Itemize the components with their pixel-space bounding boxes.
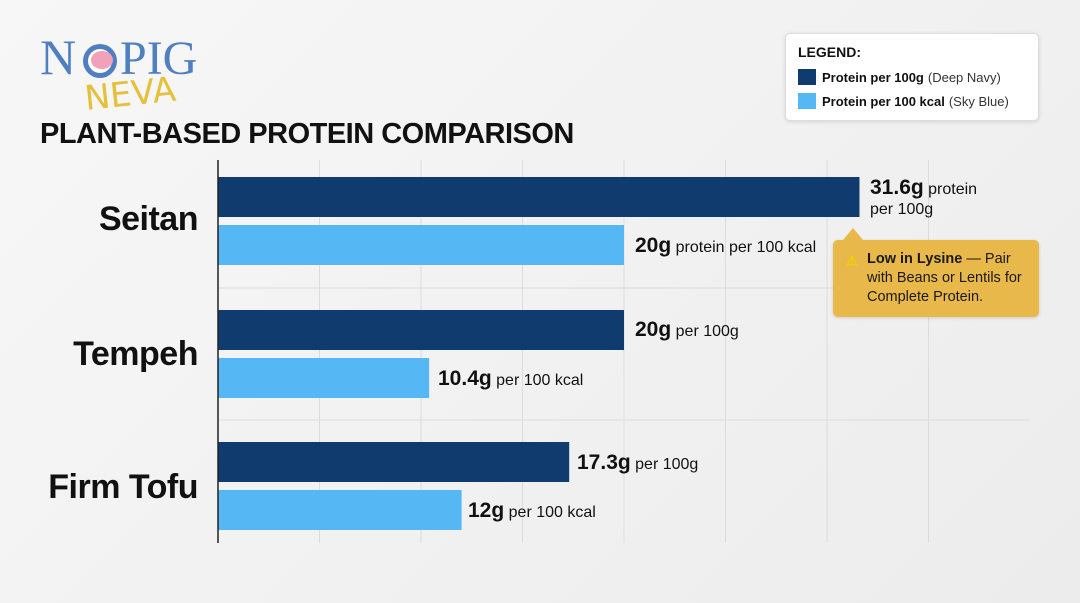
legend-label: Protein per 100g bbox=[822, 69, 924, 85]
legend: LEGEND: Protein per 100g (Deep Navy) Pro… bbox=[785, 33, 1039, 121]
legend-title: LEGEND: bbox=[798, 44, 861, 60]
logo: N PIG NEVA bbox=[40, 26, 200, 116]
legend-swatch bbox=[798, 93, 816, 109]
data-label: 17.3g per 100g bbox=[577, 451, 699, 474]
bar-per-100kcal bbox=[218, 358, 430, 398]
category-label: Seitan bbox=[98, 200, 199, 238]
annotation-callout: ⚠ Low in Lysine — Pair with Beans or Len… bbox=[833, 228, 1039, 317]
bar-per-100g bbox=[218, 442, 570, 482]
data-label: 10.4g per 100 kcal bbox=[438, 367, 584, 390]
legend-note: (Sky Blue) bbox=[948, 93, 1009, 109]
category-label: Tempeh bbox=[73, 335, 198, 373]
bar-per-100g bbox=[218, 177, 860, 217]
warning-icon: ⚠ bbox=[846, 253, 858, 268]
page-title: PLANT-BASED PROTEIN COMPARISON bbox=[40, 118, 574, 150]
legend-item: Protein per 100g (Deep Navy) bbox=[798, 69, 1001, 85]
pig-icon bbox=[91, 51, 113, 69]
legend-item: Protein per 100 kcal (Sky Blue) bbox=[798, 93, 1009, 109]
svg-text:NEVA: NEVA bbox=[83, 70, 178, 116]
legend-swatch bbox=[798, 69, 816, 85]
logo-graphic: N PIG NEVA bbox=[40, 29, 197, 116]
data-label: 20g per 100g bbox=[635, 318, 739, 341]
data-label: 31.6g protein per 100g bbox=[870, 176, 978, 218]
data-label: 20g protein per 100 kcal bbox=[635, 234, 817, 257]
bar-per-100kcal bbox=[218, 225, 624, 265]
legend-note: (Deep Navy) bbox=[927, 69, 1001, 85]
data-label: 12g per 100 kcal bbox=[468, 499, 596, 522]
category-label: Firm Tofu bbox=[48, 468, 198, 506]
annotation-bold: Low in Lysine bbox=[867, 251, 963, 267]
legend-label: Protein per 100 kcal bbox=[822, 93, 945, 109]
bar-per-100kcal bbox=[218, 490, 462, 530]
svg-text:N: N bbox=[40, 29, 76, 85]
bar-per-100g bbox=[218, 310, 624, 350]
svg-text:PIG: PIG bbox=[120, 32, 197, 85]
annotation-text: — Pair with Beans or Lentils for Complet… bbox=[867, 251, 1022, 305]
